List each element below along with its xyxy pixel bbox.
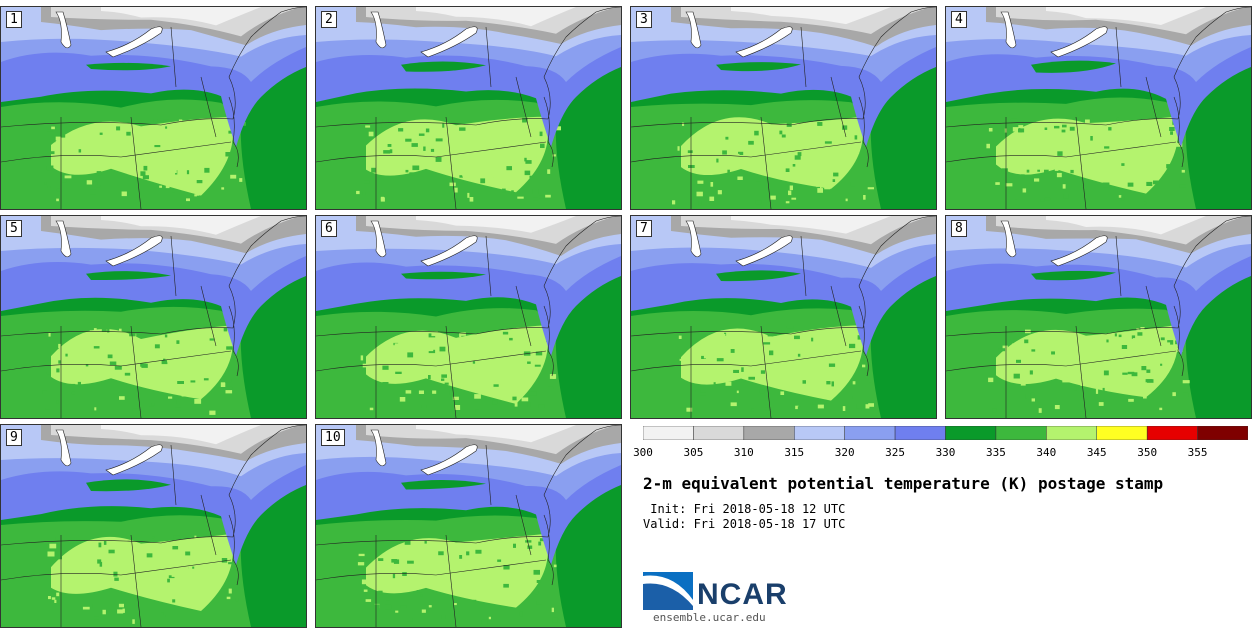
map-panel-1: 1 bbox=[0, 6, 307, 210]
map-panel-7: 7 bbox=[630, 215, 937, 419]
colorbar-tick-label: 350 bbox=[1137, 446, 1158, 459]
ncar-logo bbox=[643, 572, 693, 610]
colorbar-bin-355 bbox=[1197, 426, 1248, 440]
map-panel-8: 8 bbox=[945, 215, 1252, 419]
colorbar-bin-330 bbox=[945, 426, 997, 440]
map-panel-2: 2 bbox=[315, 6, 622, 210]
panel-number-label: 9 bbox=[6, 429, 22, 446]
colorbar-bin-345 bbox=[1096, 426, 1148, 440]
map-title: 2-m equivalent potential temperature (K)… bbox=[643, 474, 1164, 493]
colorbar-bin-300 bbox=[643, 426, 694, 440]
colorbar-tick-label: 305 bbox=[683, 446, 704, 459]
map-panel-3: 3 bbox=[630, 6, 937, 210]
colorbar-tick-label: 320 bbox=[834, 446, 855, 459]
panel-number-label: 8 bbox=[951, 220, 967, 237]
colorbar-tick-label: 315 bbox=[784, 446, 805, 459]
panel-number-label: 3 bbox=[636, 11, 652, 28]
colorbar-tick-label: 340 bbox=[1036, 446, 1057, 459]
valid-time: Valid: Fri 2018-05-18 17 UTC bbox=[643, 517, 846, 531]
map-panel-4: 4 bbox=[945, 6, 1252, 210]
site-url: ensemble.ucar.edu bbox=[653, 611, 766, 624]
colorbar-tick-label: 300 bbox=[633, 446, 653, 459]
colorbar-bin-340 bbox=[1046, 426, 1097, 440]
panel-number-label: 1 bbox=[6, 11, 22, 28]
init-time: Init: Fri 2018-05-18 12 UTC bbox=[643, 502, 846, 516]
panel-number-label: 7 bbox=[636, 220, 652, 237]
colorbar-bin-310 bbox=[743, 426, 795, 440]
colorbar-tick-label: 325 bbox=[885, 446, 906, 459]
map-panel-10: 10 bbox=[315, 424, 622, 628]
map-panel-6: 6 bbox=[315, 215, 622, 419]
panel-number-label: 6 bbox=[321, 220, 337, 237]
colorbar-bin-305 bbox=[693, 426, 745, 440]
colorbar-tick-label: 355 bbox=[1187, 446, 1208, 459]
ncar-wordmark: NCAR bbox=[697, 578, 788, 611]
panel-number-label: 5 bbox=[6, 220, 22, 237]
map-panel-9: 9 bbox=[0, 424, 307, 628]
colorbar-bin-325 bbox=[894, 426, 946, 440]
colorbar-bin-350 bbox=[1146, 426, 1198, 440]
colorbar-tick-label: 335 bbox=[985, 446, 1006, 459]
colorbar-tick-label: 345 bbox=[1086, 446, 1107, 459]
panel-number-label: 10 bbox=[321, 429, 345, 446]
panel-number-label: 4 bbox=[951, 11, 967, 28]
panel-number-label: 2 bbox=[321, 11, 337, 28]
colorbar-bin-315 bbox=[794, 426, 845, 440]
map-panel-5: 5 bbox=[0, 215, 307, 419]
colorbar-tick-label: 330 bbox=[935, 446, 956, 459]
colorbar-tick-label: 310 bbox=[733, 446, 754, 459]
colorbar-bin-335 bbox=[995, 426, 1047, 440]
colorbar bbox=[643, 426, 1248, 440]
colorbar-bin-320 bbox=[844, 426, 896, 440]
